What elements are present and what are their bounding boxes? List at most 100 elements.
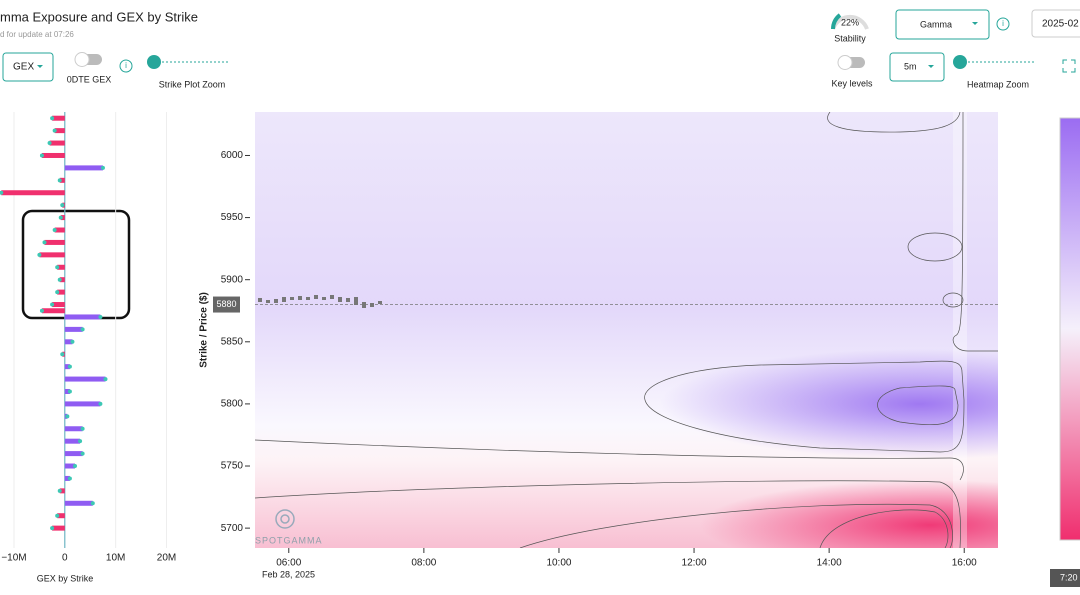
stability-gauge <box>831 13 869 30</box>
bar <box>64 314 101 320</box>
bar <box>49 140 65 146</box>
bar <box>64 326 83 332</box>
bar <box>54 227 65 233</box>
bar <box>60 215 65 221</box>
bar <box>1 190 65 196</box>
x-tick-label: −10M <box>1 553 26 564</box>
y-tick-label: 5700 <box>221 523 244 534</box>
time-badge: 7:20 <box>1050 569 1080 587</box>
bar <box>64 463 75 469</box>
contours <box>255 112 998 548</box>
info-icon[interactable]: i <box>119 59 133 73</box>
bar-cap <box>90 501 95 506</box>
slider-label: Heatmap Zoom <box>967 79 1029 89</box>
select-text: GEX <box>13 62 34 73</box>
bar-cap <box>39 153 44 158</box>
subtitle: d for update at 07:26 <box>0 30 74 39</box>
toggle-label: Key levels <box>831 78 873 88</box>
bar <box>64 364 70 370</box>
x-tick-label: 08:00 <box>411 558 436 569</box>
bar-cap <box>67 364 72 369</box>
bar-cap <box>78 439 83 444</box>
bar <box>59 277 65 283</box>
x-tick-label: 16:00 <box>952 558 977 569</box>
bar-cap <box>39 308 44 313</box>
interval-select[interactable]: 5m <box>889 52 945 82</box>
bar <box>64 376 106 382</box>
bar-cap <box>47 141 52 146</box>
y-tick-label: 6000 <box>221 150 244 161</box>
color-bar <box>1059 117 1080 541</box>
bar-cap <box>80 451 85 456</box>
gex-select[interactable]: GEX <box>2 52 54 82</box>
svg-text:i: i <box>125 61 127 70</box>
y-tick-label: 5750 <box>221 461 244 472</box>
toggle-label: 0DTE GEX <box>67 74 112 84</box>
bar-cap <box>67 389 72 394</box>
y-axis-title: Strike / Price ($) <box>199 292 210 368</box>
bar-cap <box>98 401 103 406</box>
title: mma Exposure and GEX by Strike <box>0 9 198 24</box>
svg-text:i: i <box>1002 19 1004 28</box>
bar-cap <box>55 513 60 518</box>
bar-cap <box>0 190 4 195</box>
heatmap-zoom-slider[interactable] <box>953 55 1036 69</box>
price-label: 5880 <box>216 299 236 309</box>
y-tick-label: 5800 <box>221 399 244 410</box>
x-tick-label: 06:00 <box>276 558 301 569</box>
metric-select[interactable]: Gamma <box>895 9 990 40</box>
bar <box>64 426 83 432</box>
key-levels-toggle[interactable] <box>837 55 865 70</box>
bar <box>59 177 65 183</box>
y-tick-label: 5850 <box>221 336 244 347</box>
bar-cap <box>50 526 55 531</box>
heatmap-area <box>255 112 998 548</box>
bar <box>52 115 65 121</box>
bar <box>59 488 65 494</box>
bar-cap <box>37 252 42 257</box>
bar-cap <box>67 476 72 481</box>
bar-cap <box>80 327 85 332</box>
bar <box>64 438 81 444</box>
strike-zoom-slider[interactable] <box>147 55 230 69</box>
bar-cap <box>42 240 47 245</box>
bar-cap <box>50 116 55 121</box>
bar-cap <box>55 290 60 295</box>
x-tick-label: 0 <box>62 553 68 564</box>
bar <box>44 239 65 245</box>
bar-cap <box>58 215 63 220</box>
bar <box>64 475 70 481</box>
stability-value: 22% <box>841 17 859 27</box>
bar-cap <box>57 277 62 282</box>
bar-cap <box>100 165 105 170</box>
bar-cap <box>60 352 65 357</box>
badge-text: 7:20 <box>1060 572 1078 582</box>
bar-cap <box>55 265 60 270</box>
bar <box>64 451 83 457</box>
bar <box>64 339 73 345</box>
date-text: 2025-02 <box>1042 19 1079 30</box>
select-text: Gamma <box>920 19 952 29</box>
expand-icon[interactable] <box>1062 59 1076 73</box>
stability-label: Stability <box>834 33 866 43</box>
slider-label: Strike Plot Zoom <box>159 79 226 89</box>
date-field[interactable]: 2025-02 <box>1031 9 1080 38</box>
bar <box>57 264 65 270</box>
bar <box>54 128 65 134</box>
bar <box>39 252 65 258</box>
dte-toggle[interactable] <box>74 52 102 67</box>
bar <box>57 513 65 519</box>
bar <box>57 289 65 295</box>
x-tick-label: 20M <box>157 553 176 564</box>
y-tick-label: 5900 <box>221 274 244 285</box>
x-tick-label: 12:00 <box>682 558 707 569</box>
bar-cap <box>103 377 108 382</box>
bar-cap <box>50 302 55 307</box>
bar <box>41 308 65 314</box>
x-axis-title: GEX by Strike <box>37 573 94 583</box>
info-icon[interactable]: i <box>996 17 1010 31</box>
bar-cap <box>52 128 57 133</box>
bar <box>52 525 65 531</box>
